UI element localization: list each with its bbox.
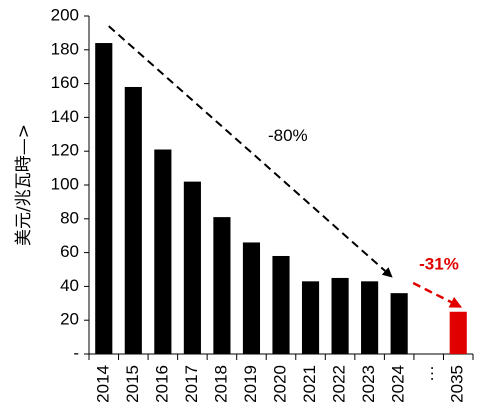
- x-tick-label: 2017: [182, 365, 201, 403]
- bar-2015: [124, 86, 142, 354]
- y-tick-label: 180: [51, 39, 79, 58]
- annotation-label-black: -80%: [268, 126, 308, 145]
- bar-2020: [272, 255, 290, 354]
- y-tick-label: 140: [51, 107, 79, 126]
- annotations: -80% -31%: [108, 25, 463, 308]
- x-axis: 2014 2015 2016 2017 2018 2019 2020 2021 2022 2023…: [88, 353, 474, 403]
- y-tick-label: 60: [60, 242, 79, 261]
- x-tick-label: 2014: [93, 365, 112, 403]
- x-tick-label: 2021: [300, 365, 319, 403]
- trend-arrow-red: [412, 281, 463, 308]
- bar-2014: [95, 43, 113, 354]
- bar-2019: [242, 242, 261, 354]
- bar-2022: [331, 277, 349, 354]
- bar-2017: [183, 181, 201, 354]
- x-tick-label: 2019: [241, 365, 260, 403]
- trend-arrow-black: [108, 25, 393, 278]
- x-tick-label: 2018: [211, 365, 230, 403]
- bar-2021: [301, 281, 320, 354]
- x-tick-label: …: [418, 365, 437, 382]
- bar-2024: [390, 293, 408, 354]
- x-tick-label: 2016: [152, 365, 171, 403]
- bar-2016: [154, 149, 172, 354]
- annotation-label-red: -31%: [419, 255, 459, 274]
- x-tick-label: 2015: [123, 365, 142, 403]
- y-tick-label: 200: [51, 5, 79, 24]
- x-tick-label: 2022: [330, 365, 349, 403]
- y-tick-label: 80: [60, 208, 79, 227]
- y-tick-label: 100: [51, 174, 79, 193]
- bar-2018: [213, 217, 231, 354]
- y-tick-label: 120: [51, 141, 79, 160]
- x-tick-label: 2035: [448, 365, 467, 403]
- y-tick-label: -: [73, 343, 79, 362]
- bar-2023: [361, 281, 379, 354]
- x-tick-label: 2023: [359, 365, 378, 403]
- x-tick-label: 2020: [270, 365, 289, 403]
- y-tick-label: 40: [60, 276, 79, 295]
- bars: [95, 43, 467, 354]
- y-axis-title: 美元/兆瓦時—>: [14, 124, 34, 246]
- x-tick-label: 2024: [389, 365, 408, 403]
- y-tick-label: 20: [60, 310, 79, 329]
- bar-2035-projection: [449, 311, 467, 354]
- y-axis: - 20 40 60 80 100 120 140 160 180 200: [51, 5, 90, 362]
- y-tick-label: 160: [51, 73, 79, 92]
